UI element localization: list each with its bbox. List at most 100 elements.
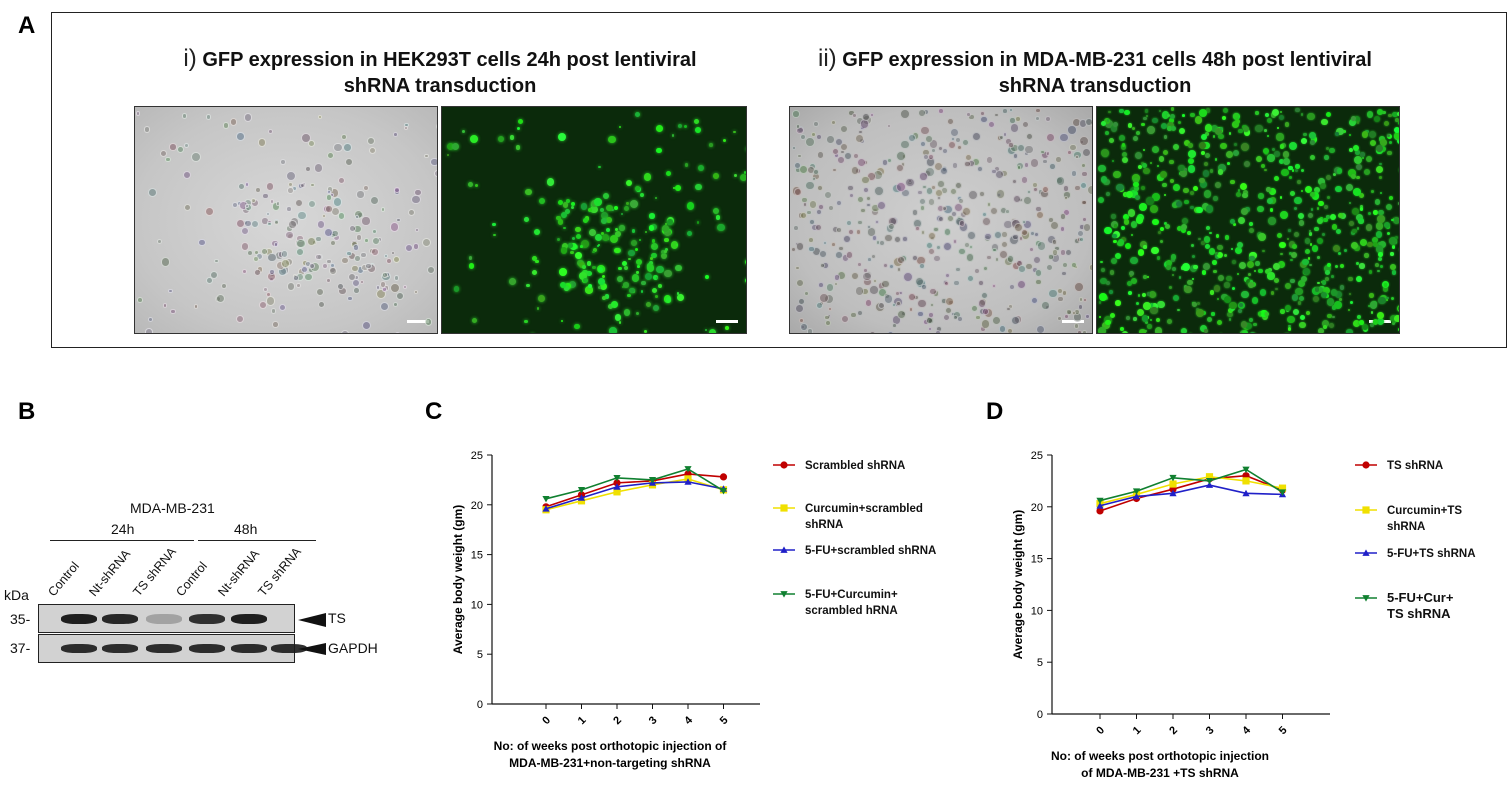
cell-speck	[980, 115, 988, 123]
cell-speck	[1142, 292, 1147, 297]
cell-speck	[1205, 205, 1214, 213]
cell-speck	[917, 311, 924, 318]
cell-speck	[269, 199, 275, 204]
cell-speck	[936, 196, 942, 201]
cell-speck	[1393, 216, 1399, 224]
cell-speck	[602, 296, 607, 301]
cell-speck	[1167, 125, 1173, 131]
cell-speck	[1120, 327, 1125, 331]
cell-speck	[866, 225, 871, 230]
cell-speck	[1186, 230, 1191, 235]
cell-speck	[1391, 218, 1395, 222]
cell-speck	[917, 298, 927, 309]
cell-speck	[368, 146, 376, 155]
cell-speck	[1369, 293, 1374, 299]
cell-speck	[1152, 218, 1159, 226]
cell-speck	[382, 272, 388, 278]
cell-speck	[531, 269, 538, 276]
cell-speck	[1248, 282, 1254, 289]
cell-speck	[1035, 205, 1043, 213]
cell-speck	[1241, 330, 1248, 333]
cell-speck	[304, 272, 313, 282]
cell-speck	[847, 228, 855, 236]
cell-speck	[844, 151, 853, 160]
cell-speck	[1379, 191, 1383, 195]
cell-speck	[1370, 311, 1374, 314]
cell-speck	[967, 230, 976, 240]
cell-speck	[667, 219, 673, 225]
marker-triangle	[780, 546, 788, 553]
cell-speck	[1155, 317, 1161, 323]
cell-speck	[1222, 108, 1228, 114]
cell-speck	[287, 182, 293, 188]
cell-speck	[571, 206, 575, 210]
y-tick-label: 20	[1031, 502, 1043, 514]
cell-speck	[1100, 149, 1109, 157]
cell-speck	[937, 107, 944, 114]
cell-speck	[355, 234, 363, 241]
wb-blot-ts	[38, 604, 295, 633]
cell-speck	[386, 257, 393, 265]
cell-speck	[868, 330, 876, 333]
cell-speck	[391, 250, 396, 255]
cell-speck	[1129, 271, 1135, 276]
cell-speck	[1387, 231, 1391, 235]
cell-speck	[1255, 261, 1260, 266]
cell-speck	[1217, 297, 1220, 300]
gfp-image-hek293t	[441, 106, 747, 334]
cell-speck	[468, 256, 473, 260]
cell-speck	[1388, 237, 1397, 245]
cell-speck	[315, 287, 324, 296]
cell-speck	[160, 257, 171, 267]
cell-speck	[1166, 113, 1170, 117]
cell-speck	[1260, 164, 1266, 169]
gfp-image-mda-mb-231	[1096, 106, 1400, 334]
cell-speck	[1201, 269, 1207, 275]
cell-speck	[894, 236, 902, 243]
cell-speck	[570, 251, 574, 255]
cell-speck	[304, 165, 311, 172]
cell-speck	[1248, 222, 1253, 226]
cell-speck	[1214, 285, 1221, 292]
x-tick-label: 2	[611, 714, 624, 727]
cell-speck	[1219, 332, 1222, 333]
cell-speck	[1299, 321, 1306, 329]
cell-speck	[1178, 164, 1186, 172]
cell-speck	[836, 227, 843, 233]
cell-speck	[1382, 286, 1389, 292]
cell-speck	[614, 314, 621, 321]
cell-speck	[955, 266, 961, 273]
cell-speck	[631, 239, 638, 246]
cell-speck	[535, 259, 539, 263]
cell-speck	[1230, 247, 1234, 251]
cell-speck	[1234, 246, 1243, 255]
scale-bar	[716, 320, 738, 323]
cell-speck	[1240, 321, 1248, 328]
cell-speck	[1335, 185, 1342, 193]
cell-speck	[1214, 158, 1217, 161]
cell-speck	[1042, 159, 1048, 165]
cell-speck	[975, 314, 981, 321]
y-axis-label: Average body weight (gm)	[451, 505, 465, 655]
cell-speck	[884, 233, 893, 242]
cell-speck	[1020, 176, 1029, 184]
cell-speck	[795, 123, 801, 129]
cell-speck	[800, 323, 808, 331]
cell-speck	[816, 151, 825, 160]
cell-speck	[1321, 292, 1328, 299]
cell-speck	[299, 182, 305, 189]
cell-speck	[802, 201, 808, 207]
cell-speck	[859, 207, 866, 214]
cell-speck	[1288, 176, 1292, 180]
cell-speck	[675, 264, 682, 272]
cell-speck	[1389, 314, 1397, 322]
cell-speck	[883, 293, 894, 304]
cell-speck	[594, 197, 602, 206]
cell-speck	[1394, 315, 1399, 323]
cell-speck	[1170, 254, 1177, 261]
cell-speck	[1373, 210, 1378, 215]
cell-speck	[1375, 263, 1380, 268]
cell-speck	[1055, 156, 1062, 163]
wb-lane-label: TS shRNA	[255, 544, 304, 599]
cell-speck	[255, 186, 262, 193]
